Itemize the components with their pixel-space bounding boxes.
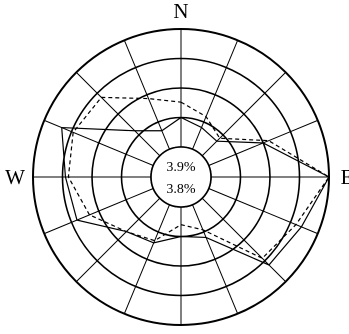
series-line (61, 116, 330, 266)
direction-label: E (341, 165, 349, 189)
direction-label: N (173, 0, 188, 23)
ring (61, 57, 301, 297)
direction-label: W (5, 165, 25, 189)
series-line (67, 96, 330, 260)
ring (91, 87, 271, 267)
calm-circle (150, 146, 212, 208)
calm-label: 3.8% (166, 182, 196, 197)
calm-label: 3.9% (166, 160, 196, 175)
